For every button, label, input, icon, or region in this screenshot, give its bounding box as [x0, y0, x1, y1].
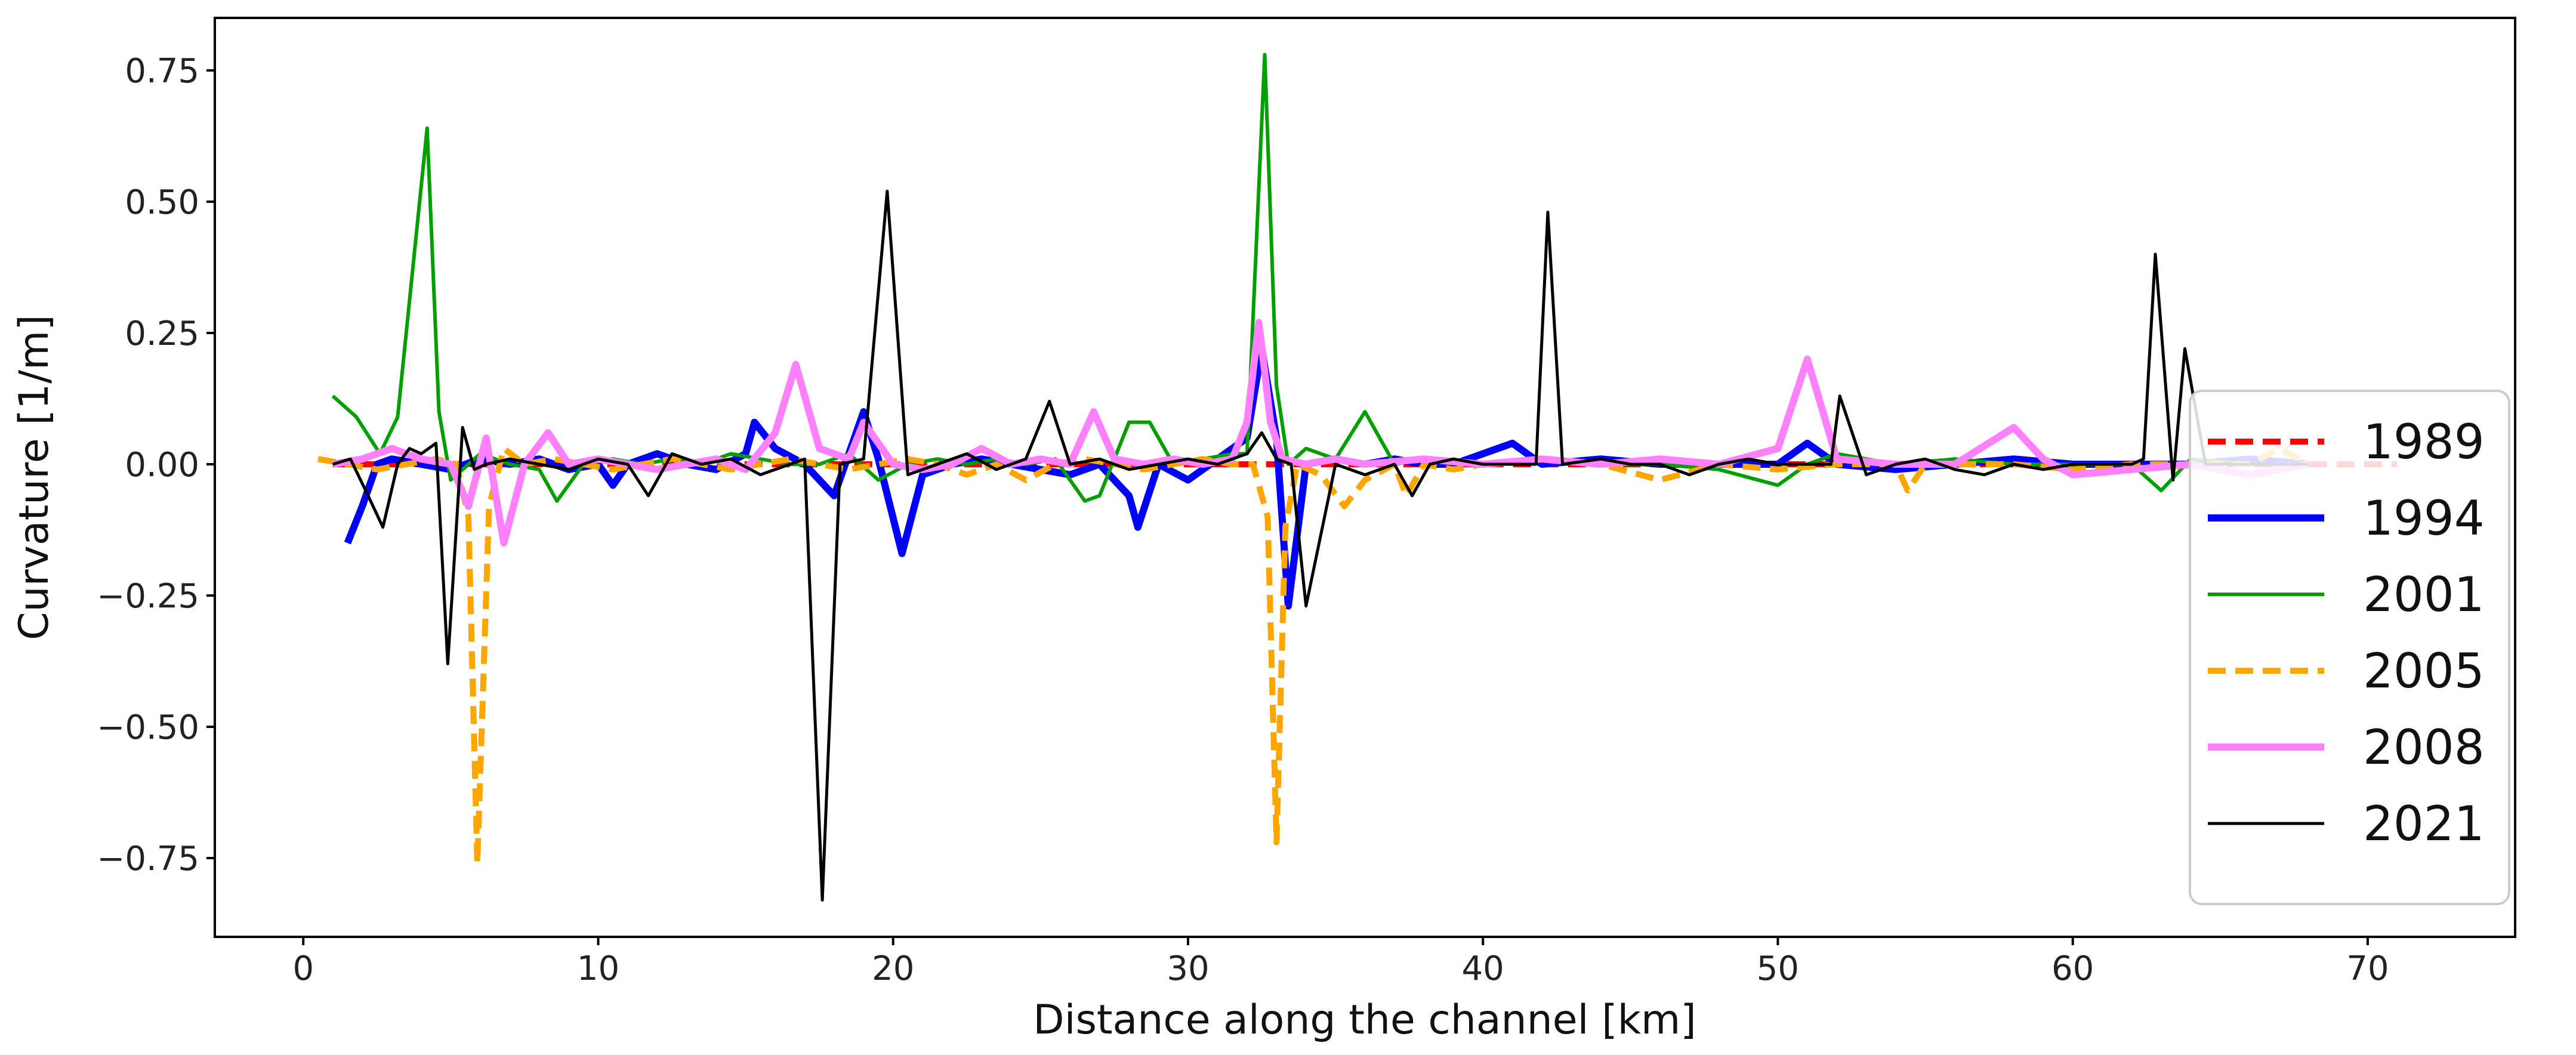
series-line-2005 [317, 445, 2310, 866]
legend-label-2008: 2008 [2363, 720, 2485, 775]
legend-label-2005: 2005 [2363, 643, 2485, 699]
x-tick-label: 40 [1462, 949, 1504, 988]
series-line-2001 [331, 53, 2309, 503]
x-axis: 0 10 20 30 40 50 60 70 [292, 937, 2389, 988]
x-tick-label: 60 [2051, 949, 2094, 988]
y-tick-label: −0.25 [97, 577, 199, 616]
series-line-2021 [332, 189, 2309, 902]
x-tick-label: 10 [577, 949, 619, 988]
series-line-1994 [344, 345, 2309, 610]
y-axis: −0.75 −0.50 −0.25 0.00 0.25 0.50 0.75 [97, 52, 215, 878]
series-layer [317, 53, 2398, 902]
x-tick-label: 0 [292, 949, 314, 988]
legend-label-2021: 2021 [2363, 796, 2485, 852]
x-tick-label: 70 [2346, 949, 2389, 988]
y-tick-label: 0.75 [125, 52, 199, 91]
x-tick-label: 50 [1757, 949, 1799, 988]
series-line-2008 [332, 319, 2310, 547]
y-tick-label: 0.25 [125, 314, 199, 353]
x-axis-label: Distance along the channel [km] [1033, 997, 1696, 1044]
y-tick-label: 0.00 [125, 446, 199, 485]
y-tick-label: 0.50 [125, 183, 199, 222]
y-axis-label: Curvature [1/m] [11, 314, 58, 640]
x-tick-label: 20 [872, 949, 914, 988]
x-tick-label: 30 [1167, 949, 1209, 988]
legend-label-1994: 1994 [2363, 491, 2485, 546]
y-tick-label: −0.75 [97, 840, 199, 878]
legend-label-1989: 1989 [2363, 414, 2485, 470]
legend-label-2001: 2001 [2363, 567, 2485, 622]
plot-frame [214, 17, 2516, 938]
y-tick-label: −0.50 [97, 708, 199, 747]
legend: 1989 1994 2001 2005 2008 2021 [2189, 390, 2510, 905]
